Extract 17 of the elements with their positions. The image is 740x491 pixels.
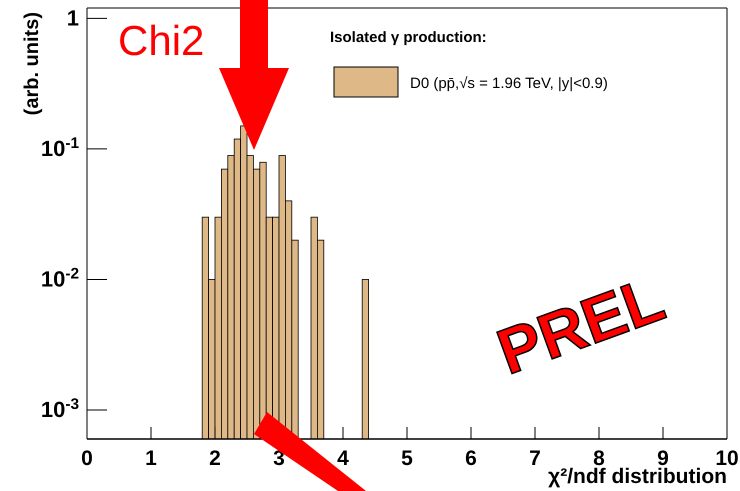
x-tick-label: 7	[529, 447, 541, 470]
y-axis-title: (arb. units)	[21, 12, 43, 116]
x-tick-label: 1	[145, 447, 158, 470]
y-tick-label: 10$^{-2}$	[40, 265, 79, 292]
y-tick-label: 1	[66, 5, 79, 30]
legend-label: D0 (pp̄,√s = 1.96 TeV, |y|<0.9)	[410, 75, 608, 92]
x-tick-label: 5	[401, 447, 414, 470]
x-tick-label: 6	[465, 447, 477, 470]
annotation: PREL	[488, 262, 674, 388]
x-tick-label: 0	[81, 447, 93, 470]
y-tick-label: 10$^{-1}$	[40, 134, 80, 161]
x-tick-label: 10	[715, 447, 739, 470]
x-tick-label: 4	[337, 447, 350, 470]
legend-title: Isolated γ production:	[330, 29, 487, 46]
x-tick-label: 2	[209, 447, 221, 470]
y-tick-label: 10$^{-3}$	[40, 396, 79, 422]
annotation: Chi2	[118, 17, 204, 64]
